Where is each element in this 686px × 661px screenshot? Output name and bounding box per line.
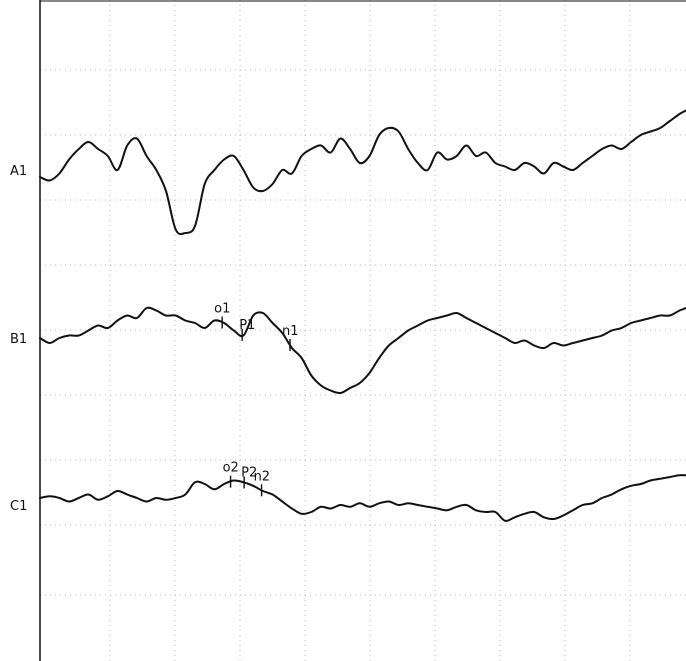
trace-c1 [39, 474, 686, 522]
marker-label-p1: P1 [239, 318, 255, 333]
trace-a1 [39, 109, 686, 236]
channel-label-a1: A1 [10, 164, 27, 179]
channel-label-c1: C1 [10, 499, 27, 514]
channel-labels: A1 B1 C1 [10, 164, 27, 514]
trace-b1 [39, 306, 686, 395]
marker-label-n2: n2 [254, 469, 271, 484]
marker-label-p2: P2 [241, 465, 257, 480]
marker-label-o1: o1 [214, 302, 230, 317]
traces [39, 109, 686, 522]
marker-label-o2: o2 [223, 461, 239, 476]
channel-label-b1: B1 [10, 332, 27, 347]
marker-label-n1: n1 [282, 324, 299, 339]
grid [40, 0, 686, 661]
